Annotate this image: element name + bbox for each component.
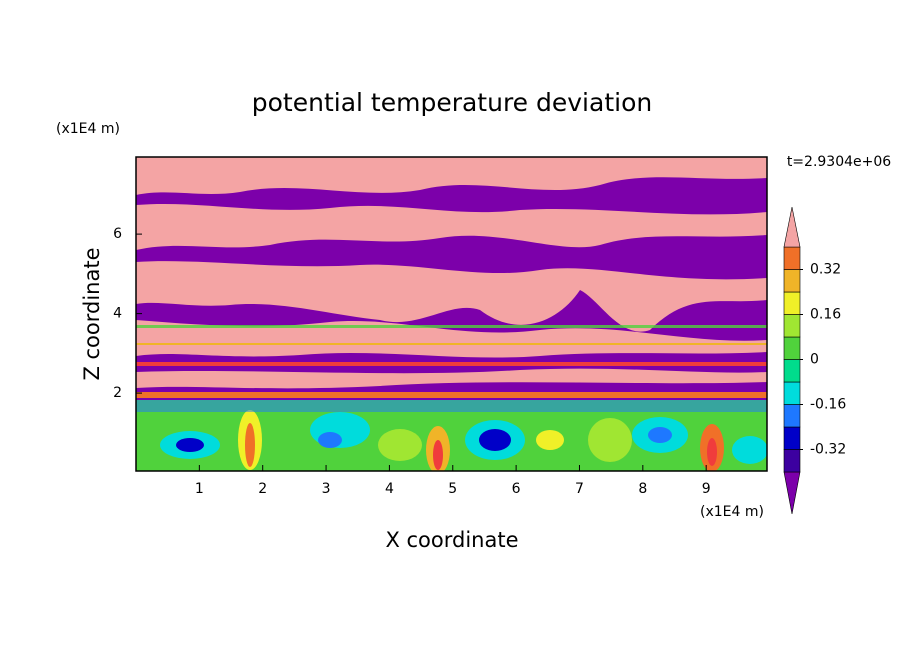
- colorbar-box: [783, 426, 801, 450]
- y-tick-label: 6: [113, 226, 122, 242]
- colorbar-extension: [783, 206, 801, 248]
- colorbar-box: [783, 336, 801, 360]
- x-tick-label: 2: [258, 481, 267, 497]
- x-tick-label: 9: [702, 481, 711, 497]
- y-tick-label: 2: [113, 385, 122, 401]
- colorbar-box: [783, 291, 801, 315]
- x-tick-label: 7: [575, 481, 584, 497]
- y-tick-label: 4: [113, 306, 122, 322]
- contour-field: [136, 157, 767, 471]
- time-label: t=2.9304e+06: [787, 154, 891, 170]
- colorbar-tick-label: 0: [810, 352, 819, 368]
- x-tick-label: 4: [385, 481, 394, 497]
- colorbar-extension: [783, 471, 801, 515]
- colorbar-box: [783, 269, 801, 293]
- x-tick-label: 1: [195, 481, 204, 497]
- x-tick-label: 5: [448, 481, 457, 497]
- colorbar-tick-label: 0.16: [810, 307, 841, 323]
- y-axis-title: Z coordinate: [80, 247, 104, 380]
- x-tick-label: 8: [638, 481, 647, 497]
- chart-title: potential temperature deviation: [252, 88, 652, 117]
- x-tick-label: 3: [322, 481, 331, 497]
- colorbar-box: [783, 314, 801, 338]
- colorbar-box: [783, 359, 801, 383]
- y-unit: (x1E4 m): [56, 121, 120, 137]
- x-axis-title: X coordinate: [385, 528, 518, 552]
- colorbar-box: [783, 404, 801, 428]
- colorbar-tick-label: -0.16: [810, 397, 846, 413]
- colorbar-tick-label: 0.32: [810, 262, 841, 278]
- colorbar-box: [783, 449, 801, 473]
- colorbar-tick-label: -0.32: [810, 442, 846, 458]
- colorbar-box: [783, 381, 801, 405]
- x-unit: (x1E4 m): [700, 504, 764, 520]
- colorbar-box: [783, 246, 801, 270]
- x-tick-label: 6: [512, 481, 521, 497]
